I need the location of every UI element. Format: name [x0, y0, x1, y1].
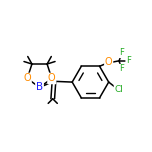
Text: F: F — [119, 48, 124, 57]
Text: B: B — [36, 82, 43, 92]
Text: O: O — [48, 73, 56, 83]
Text: O: O — [105, 57, 112, 67]
Text: F: F — [126, 56, 131, 66]
Text: F: F — [119, 64, 124, 73]
Text: Cl: Cl — [114, 85, 123, 94]
Text: O: O — [23, 73, 31, 83]
